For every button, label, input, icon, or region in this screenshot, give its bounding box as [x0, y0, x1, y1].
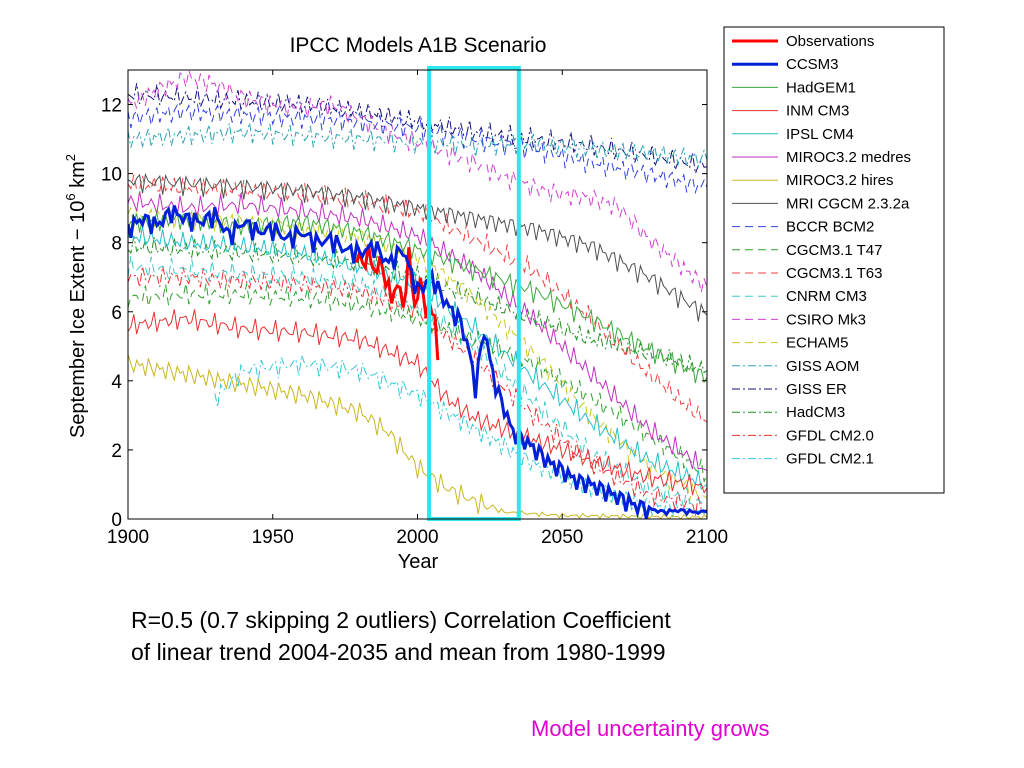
series-line-hadgem1 — [128, 209, 707, 384]
legend-label: HadGEM1 — [786, 79, 856, 96]
legend-label: CGCM3.1 T63 — [786, 265, 882, 282]
y-tick-label: 6 — [111, 303, 122, 324]
series-line-cnrm-cm3 — [128, 255, 707, 516]
plot-area: 1900 1950 2000 2050 2100 0 2 4 6 8 10 12 — [101, 66, 728, 548]
legend-item: MRI CGCM 2.3.2a — [732, 195, 910, 212]
chart-title: IPCC Models A1B Scenario — [290, 34, 547, 57]
y-axis-label: September Ice Extent − 106 km2 — [63, 154, 89, 438]
x-tick-label: 2050 — [541, 527, 583, 548]
legend: Observations CCSM3 HadGEM1 INM CM3 IPSL CM4 M… — [723, 26, 945, 494]
series-line-inm-cm3 — [128, 309, 707, 496]
series-line-miroc3-2-medres — [128, 191, 707, 472]
legend-item: CNRM CM3 — [732, 288, 867, 305]
legend-item: HadCM3 — [732, 404, 845, 421]
x-tick-label: 2100 — [686, 527, 728, 548]
series-line-observations — [355, 244, 440, 361]
x-axis-label: Year — [398, 551, 439, 573]
y-tick-label: 10 — [101, 165, 122, 186]
series-line-giss-er — [128, 83, 707, 174]
legend-label: HadCM3 — [786, 404, 845, 421]
legend-frame — [723, 26, 945, 494]
legend-label: INM CM3 — [786, 103, 849, 120]
x-tick-label: 1950 — [252, 527, 294, 548]
series-line-csiro-mk3 — [128, 70, 707, 293]
legend-label: CCSM3 — [786, 56, 839, 73]
legend-label: GFDL CM2.0 — [786, 427, 874, 444]
series-line-echam5 — [128, 206, 707, 502]
uncertainty-note: Model uncertainty grows — [531, 716, 770, 741]
legend-item: IPSL CM4 — [732, 126, 854, 143]
y-tick-label: 0 — [111, 510, 122, 531]
y-tick-label: 2 — [111, 441, 122, 462]
legend-label: CSIRO Mk3 — [786, 311, 866, 328]
legend-label: CGCM3.1 T47 — [786, 242, 882, 259]
legend-label: IPSL CM4 — [786, 126, 854, 143]
legend-item: GISS ER — [732, 381, 847, 398]
legend-item: INM CM3 — [732, 103, 849, 120]
axis-ticks: 1900 1950 2000 2050 2100 0 2 4 6 8 10 12 — [101, 70, 728, 548]
y-axis-label-main: September Ice Extent − 10 — [67, 201, 89, 438]
caption-line-1: R=0.5 (0.7 skipping 2 outliers) Correlat… — [131, 607, 671, 633]
legend-item: GISS AOM — [732, 358, 859, 375]
legend-label: ECHAM5 — [786, 335, 849, 352]
legend-item: MIROC3.2 hires — [732, 172, 894, 189]
x-tick-label: 2000 — [396, 527, 438, 548]
y-axis-label-unit-exponent: 2 — [63, 154, 78, 161]
legend-item: CSIRO Mk3 — [732, 311, 866, 328]
legend-label: GISS ER — [786, 381, 847, 398]
caption: R=0.5 (0.7 skipping 2 outliers) Correlat… — [131, 604, 671, 668]
legend-item: ECHAM5 — [732, 335, 849, 352]
legend-label: Observations — [786, 33, 874, 50]
series-line-ccsm3 — [128, 205, 707, 519]
series-line-giss-aom — [128, 122, 707, 169]
legend-label: CNRM CM3 — [786, 288, 867, 305]
series-line-bccr-bcm2 — [128, 102, 707, 195]
series-line-mri-cgcm-2-3-2a — [128, 172, 707, 322]
legend-label: MIROC3.2 hires — [786, 172, 894, 189]
legend-item: GFDL CM2.1 — [732, 451, 874, 468]
caption-line-2: of linear trend 2004-2035 and mean from … — [131, 639, 666, 665]
legend-label: GISS AOM — [786, 358, 859, 375]
series-line-hadcm3 — [128, 236, 707, 374]
legend-label: GFDL CM2.1 — [786, 451, 874, 468]
series-layer — [128, 70, 707, 519]
legend-label: MIROC3.2 medres — [786, 149, 911, 166]
y-tick-label: 4 — [111, 372, 122, 393]
legend-item: MIROC3.2 medres — [732, 149, 911, 166]
y-axis-label-unit: km — [67, 161, 89, 193]
y-tick-label: 8 — [111, 234, 122, 255]
series-line-miroc3-2-hires — [128, 354, 707, 519]
y-tick-label: 12 — [101, 96, 122, 117]
series-line-cgcm3-1-t63 — [128, 174, 707, 423]
legend-label: MRI CGCM 2.3.2a — [786, 195, 910, 212]
legend-item: HadGEM1 — [732, 79, 856, 96]
legend-item: GFDL CM2.0 — [732, 427, 874, 444]
series-line-cgcm3-1-t47 — [128, 283, 707, 482]
y-axis-label-exponent: 6 — [63, 193, 78, 200]
legend-label: BCCR BCM2 — [786, 219, 874, 236]
legend-item: BCCR BCM2 — [732, 219, 874, 236]
legend-item: CCSM3 — [732, 56, 839, 73]
legend-item: Observations — [732, 33, 874, 50]
x-tick-label: 1900 — [107, 527, 149, 548]
legend-item: CGCM3.1 T63 — [732, 265, 882, 282]
series-line-gfdl-cm2-1 — [214, 354, 707, 519]
legend-item: CGCM3.1 T47 — [732, 242, 882, 259]
